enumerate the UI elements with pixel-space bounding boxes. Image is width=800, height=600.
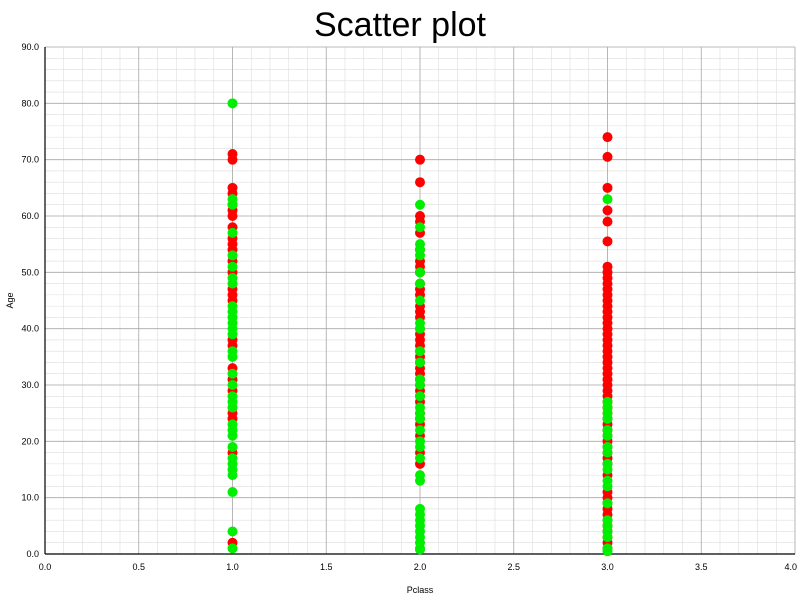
- scatter-point: [415, 222, 425, 233]
- scatter-point: [227, 368, 238, 379]
- scatter-point: [415, 177, 425, 188]
- scatter-point: [227, 272, 238, 283]
- scatter-point: [415, 239, 425, 250]
- y-tick-label: 60.0: [21, 211, 39, 221]
- scatter-point: [227, 391, 238, 402]
- scatter-point: [415, 295, 425, 306]
- scatter-point: [415, 453, 425, 464]
- scatter-point: [227, 346, 238, 357]
- scatter-point: [227, 182, 238, 193]
- y-tick-labels: 0.0 10.0 20.0 30.0 40.0 50.0 60.0 70.0 80.0 90.0: [21, 42, 39, 559]
- scatter-point: [602, 515, 613, 526]
- y-tick-label: 40.0: [21, 324, 39, 334]
- scatter-point: [602, 498, 613, 509]
- scatter-point: [227, 301, 238, 312]
- x-tick-label: 0.5: [132, 562, 145, 572]
- x-tick-label: 4.0: [784, 562, 797, 572]
- scatter-point: [415, 391, 425, 402]
- y-tick-label: 90.0: [21, 42, 39, 52]
- scatter-point: [415, 154, 425, 165]
- scatter-point: [415, 199, 425, 210]
- scatter-point: [227, 526, 238, 537]
- scatter-point: [415, 357, 425, 368]
- scatter-point: [602, 458, 613, 469]
- scatter-point: [227, 419, 238, 430]
- x-tick-label: 1.0: [226, 562, 239, 572]
- x-tick-label: 2.5: [507, 562, 520, 572]
- scatter-point: [602, 132, 613, 143]
- scatter-point: [415, 278, 425, 289]
- scatter-point: [602, 205, 613, 216]
- scatter-point: [415, 470, 425, 481]
- y-tick-label: 30.0: [21, 380, 39, 390]
- scatter-point: [415, 425, 425, 436]
- scatter-point: [415, 436, 425, 447]
- scatter-point: [602, 396, 613, 407]
- scatter-point: [415, 374, 425, 385]
- scatter-point: [602, 441, 613, 452]
- scatter-point: [602, 216, 613, 227]
- scatter-point: [602, 425, 613, 436]
- scatter-point: [415, 318, 425, 329]
- scatter-point: [227, 453, 238, 464]
- scatter-point: [602, 475, 613, 486]
- x-tick-label: 1.5: [320, 562, 333, 572]
- y-axis-label: Age: [5, 292, 15, 308]
- x-tick-label: 3.5: [695, 562, 708, 572]
- scatter-point: [602, 261, 613, 272]
- scatter-point: [602, 236, 613, 247]
- scatter-point: [602, 151, 613, 162]
- scatter-point: [602, 182, 613, 193]
- scatter-point: [227, 487, 238, 498]
- data-points: [227, 98, 613, 557]
- scatter-point: [415, 267, 425, 278]
- y-tick-label: 10.0: [21, 493, 39, 503]
- scatter-point: [227, 98, 238, 109]
- scatter-point: [415, 503, 425, 514]
- y-tick-label: 20.0: [21, 436, 39, 446]
- scatter-point: [602, 194, 613, 205]
- y-tick-label: 70.0: [21, 155, 39, 165]
- scatter-point: [227, 149, 238, 160]
- scatter-point: [227, 227, 238, 238]
- x-tick-label: 2.0: [414, 562, 427, 572]
- chart-title: Scatter plot: [314, 6, 486, 44]
- x-tick-labels: 0.0 0.5 1.0 1.5 2.0 2.5 3.0 3.5 4.0: [39, 562, 797, 572]
- scatter-point: [415, 211, 425, 221]
- scatter-point: [227, 441, 238, 452]
- x-tick-label: 3.0: [601, 562, 614, 572]
- scatter-point: [227, 380, 238, 390]
- y-tick-label: 50.0: [21, 267, 39, 277]
- y-tick-label: 0.0: [26, 549, 39, 559]
- scatter-point: [227, 543, 238, 554]
- scatter-point: [415, 346, 425, 357]
- x-axis-label: Pclass: [407, 585, 434, 595]
- y-tick-label: 80.0: [21, 98, 39, 108]
- scatter-point: [415, 402, 425, 413]
- x-tick-label: 0.0: [39, 562, 52, 572]
- scatter-point: [227, 194, 238, 205]
- scatter-point: [602, 543, 613, 554]
- scatter-point: [227, 250, 238, 261]
- scatter-point: [227, 261, 238, 272]
